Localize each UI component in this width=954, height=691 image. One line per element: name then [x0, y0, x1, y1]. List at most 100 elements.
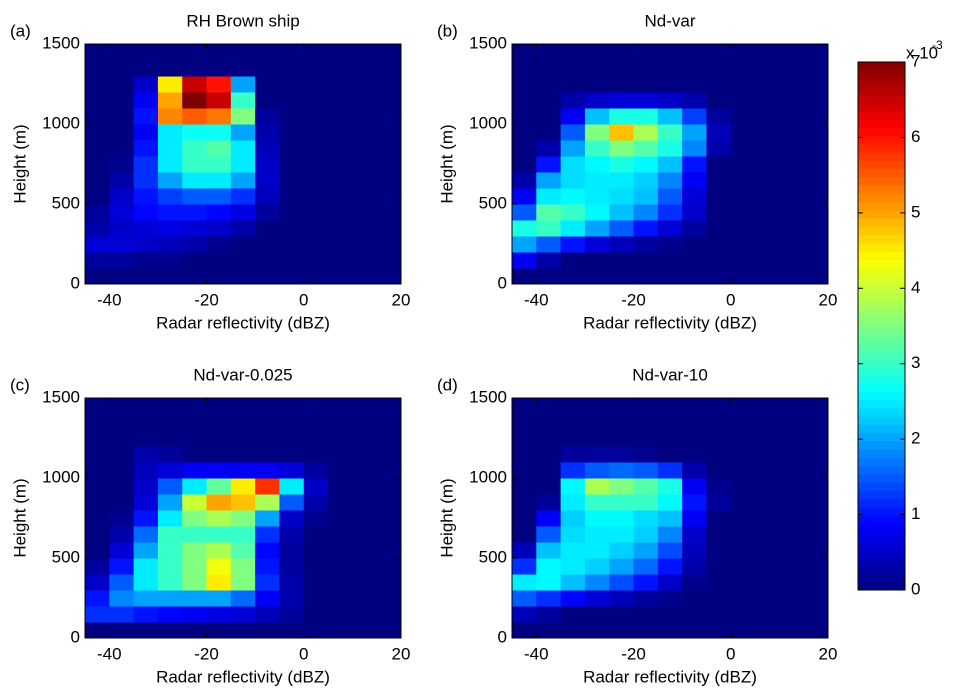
heat-cell — [584, 494, 610, 511]
colorbar-swatch — [858, 111, 905, 121]
heat-cell — [279, 220, 305, 237]
heat-cell — [157, 268, 183, 285]
heat-cell — [352, 430, 378, 447]
heat-cell — [512, 124, 537, 141]
heat-cell — [328, 124, 353, 141]
heat-cell — [109, 236, 135, 253]
colorbar-swatch — [858, 573, 905, 583]
heat-cell — [779, 590, 805, 607]
heat-cell — [255, 188, 280, 205]
heat-cell — [230, 172, 256, 189]
heat-cell — [157, 622, 183, 639]
heat-cell — [109, 558, 135, 575]
heat-cell — [584, 92, 610, 109]
heat-cell — [560, 494, 586, 511]
heat-cell — [85, 510, 110, 527]
heat-cell — [230, 124, 256, 141]
heat-cell — [85, 268, 110, 285]
heat-cell — [803, 92, 829, 109]
heat-cell — [85, 606, 110, 623]
heat-cell — [682, 462, 707, 479]
heat-cell — [609, 478, 635, 495]
heat-cell — [682, 92, 707, 109]
heat-cell — [609, 252, 635, 269]
heat-cell — [609, 156, 635, 173]
heat-cell — [133, 220, 159, 237]
colorbar-tick-label: 5 — [911, 202, 920, 221]
heat-cell — [255, 236, 280, 253]
heat-cell — [730, 414, 756, 431]
heat-cell — [182, 494, 208, 511]
heat-cell — [157, 462, 183, 479]
heat-cell — [303, 526, 329, 543]
heat-cell — [536, 590, 562, 607]
heat-cell — [352, 574, 378, 591]
heat-cell — [376, 156, 402, 173]
heat-cell — [512, 204, 537, 221]
panel-label: (b) — [437, 21, 458, 40]
heat-cell — [755, 188, 780, 205]
heat-cell — [584, 462, 610, 479]
heat-cell — [230, 60, 256, 77]
colorbar-swatch — [858, 260, 905, 269]
heat-cell — [376, 172, 402, 189]
heat-cell — [682, 494, 707, 511]
heat-cell — [328, 526, 353, 543]
heat-cell — [279, 108, 305, 125]
colorbar-exponent: -3 — [932, 38, 943, 52]
heat-cell — [85, 398, 110, 415]
heat-cell — [560, 236, 586, 253]
heat-cell — [609, 60, 635, 77]
heat-cell — [657, 252, 683, 269]
heat-cell — [109, 606, 135, 623]
colorbar-swatch — [858, 243, 905, 253]
x-tick-label: -40 — [97, 644, 122, 663]
y-tick-label: 0 — [71, 273, 80, 292]
heat-cell — [255, 252, 280, 269]
heat-cell — [560, 430, 586, 447]
heat-cell — [779, 622, 805, 639]
heat-cell — [560, 478, 586, 495]
heat-cell — [352, 268, 378, 285]
heat-cell — [133, 446, 159, 463]
heat-cell — [328, 252, 353, 269]
heat-cell — [609, 188, 635, 205]
colorbar-swatch — [858, 235, 905, 244]
heat-cell — [512, 574, 537, 591]
heat-cell — [706, 414, 732, 431]
heat-cell — [206, 462, 232, 479]
heat-cell — [706, 44, 732, 61]
heat-cell — [206, 558, 232, 575]
heat-cell — [755, 60, 780, 77]
heat-cell — [352, 542, 378, 559]
heat-cell — [328, 44, 353, 61]
heat-cell — [85, 526, 110, 543]
heat-cell — [279, 590, 305, 607]
heat-cell — [779, 252, 805, 269]
heat-cell — [255, 108, 280, 125]
heat-cell — [376, 140, 402, 157]
colorbar-swatch — [858, 293, 905, 302]
heat-cell — [730, 60, 756, 77]
heat-cell — [730, 526, 756, 543]
colorbar-swatch — [858, 433, 905, 442]
heat-cell — [730, 446, 756, 463]
heat-cell — [536, 60, 562, 77]
heat-cell — [182, 220, 208, 237]
heat-cell — [109, 268, 135, 285]
heat-cell — [182, 156, 208, 173]
heat-cell — [657, 558, 683, 575]
heat-cell — [157, 510, 183, 527]
heat-cell — [328, 574, 353, 591]
heat-cell — [609, 590, 635, 607]
heat-cell — [157, 252, 183, 269]
heat-cell — [206, 622, 232, 639]
heat-cell — [633, 172, 659, 189]
heat-cell — [682, 446, 707, 463]
heat-cell — [109, 414, 135, 431]
heat-cell — [376, 76, 402, 93]
heat-cell — [730, 76, 756, 93]
heat-cell — [182, 188, 208, 205]
heat-cell — [133, 574, 159, 591]
heat-cell — [328, 60, 353, 77]
